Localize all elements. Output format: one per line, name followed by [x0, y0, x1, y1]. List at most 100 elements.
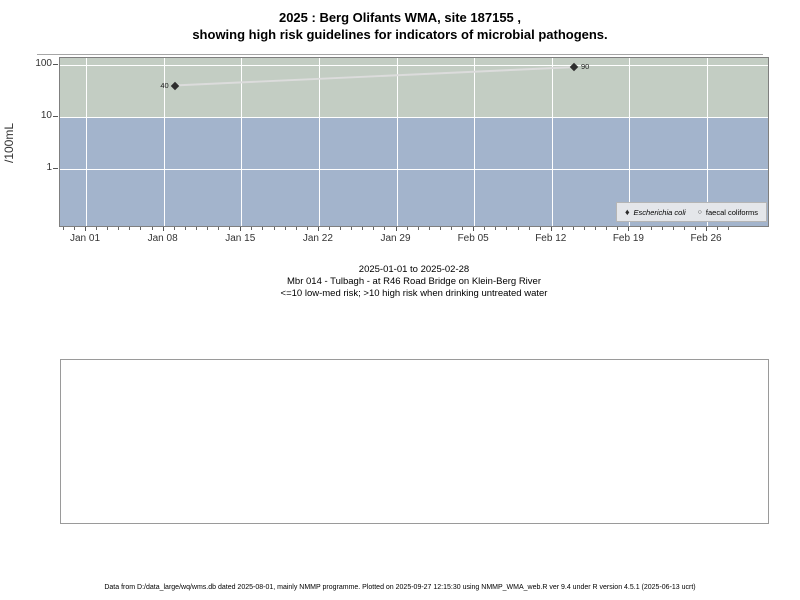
footer-provenance: Data from D:/data_large/wq/wms.db dated …	[104, 584, 696, 591]
data-point-layer: 40 90	[60, 58, 768, 226]
horizontal-gridline	[60, 65, 768, 66]
x-axis-minor-tick	[439, 227, 441, 230]
x-axis-major-tick	[706, 227, 708, 231]
x-axis-minor-tick	[428, 227, 430, 230]
x-axis-minor-tick	[683, 227, 685, 230]
y-axis-tick	[53, 116, 58, 117]
caption-site: Mbr 014 - Tulbagh - at R46 Road Bridge o…	[287, 276, 541, 287]
vertical-gridline	[551, 58, 553, 226]
x-axis-minor-tick	[495, 227, 497, 230]
data-point-label: 90	[580, 62, 590, 72]
x-axis-minor-tick	[639, 227, 641, 230]
data-point-label: 40	[160, 80, 169, 90]
title-line-1: 2025 : Berg Olifants WMA, site 187155 ,	[278, 10, 522, 25]
x-axis-minor-tick	[362, 227, 364, 230]
x-tick-label: Feb 19	[612, 233, 644, 244]
x-tick-label: Jan 01	[69, 233, 101, 244]
x-axis-minor-tick	[73, 227, 75, 230]
x-axis-major-tick	[628, 227, 630, 231]
x-tick-label: Feb 05	[457, 233, 489, 244]
y-tick-label: 1	[46, 162, 52, 173]
x-axis-minor-tick	[417, 227, 419, 230]
x-axis-minor-tick	[717, 227, 719, 230]
legend-label-ecoli: Escherichia coli	[633, 207, 686, 217]
horizontal-gridline	[60, 169, 768, 170]
x-axis-minor-tick	[107, 227, 109, 230]
vertical-gridline	[318, 58, 320, 226]
x-tick-label: Jan 15	[225, 233, 256, 244]
x-tick-label: Jan 08	[147, 233, 178, 244]
x-axis-minor-tick	[694, 227, 696, 230]
x-axis-minor-tick	[506, 227, 508, 230]
title-separator	[37, 54, 763, 55]
caption-guideline: <=10 low-med risk; >10 high risk when dr…	[280, 288, 548, 299]
caption-block: 2025-01-01 to 2025-02-28 Mbr 014 - Tulba…	[59, 264, 769, 300]
x-axis-minor-tick	[672, 227, 674, 230]
legend: ♦ Escherichia coli ○ faecal coliforms	[615, 202, 767, 222]
vertical-gridline	[86, 58, 87, 226]
x-axis-minor-tick	[284, 227, 286, 230]
page-title: 2025 : Berg Olifants WMA, site 187155 , …	[0, 9, 800, 43]
x-axis-minor-tick	[118, 227, 120, 230]
x-axis-minor-tick	[517, 227, 519, 230]
vertical-gridline	[474, 58, 476, 226]
x-axis-minor-tick	[173, 227, 175, 230]
x-tick-label: Jan 29	[380, 233, 411, 244]
x-axis-minor-tick	[140, 227, 142, 230]
y-axis-tick	[53, 64, 58, 65]
y-axis-tick	[53, 168, 58, 169]
x-axis-major-tick	[85, 227, 86, 231]
x-axis-minor-tick	[484, 227, 486, 230]
x-axis-minor-tick	[184, 227, 186, 230]
x-axis-minor-tick	[129, 227, 131, 230]
x-axis-minor-tick	[251, 227, 253, 230]
x-axis-minor-tick	[606, 227, 608, 230]
x-axis-minor-tick	[595, 227, 597, 230]
x-axis-minor-tick	[328, 227, 330, 230]
trend-line-layer	[176, 66, 572, 87]
x-axis-minor-tick	[218, 227, 220, 230]
gridline-layer	[60, 58, 768, 226]
x-axis-minor-tick	[351, 227, 353, 230]
x-axis-minor-tick	[306, 227, 308, 230]
x-axis-minor-tick	[340, 227, 342, 230]
x-axis-minor-tick	[617, 227, 619, 230]
x-axis-major-tick	[317, 227, 319, 231]
y-tick-label: 100	[35, 58, 52, 69]
info-box-empty	[60, 359, 769, 524]
faecal-coliforms-marker-icon: ○	[697, 208, 702, 216]
x-axis-minor-tick	[661, 227, 663, 230]
x-axis-major-tick	[240, 227, 242, 231]
x-axis-minor-tick	[406, 227, 408, 230]
x-axis-minor-tick	[561, 227, 563, 230]
title-line-2: showing high risk guidelines for indicat…	[192, 27, 608, 42]
y-axis-title: /100mL	[2, 122, 16, 164]
x-axis-minor-tick	[650, 227, 652, 230]
y-tick-label: 10	[40, 110, 52, 121]
x-axis-minor-tick	[96, 227, 98, 230]
x-axis-minor-tick	[528, 227, 530, 230]
x-axis-major-tick	[473, 227, 475, 231]
x-axis-minor-tick	[273, 227, 275, 230]
x-axis-minor-tick	[62, 227, 64, 230]
x-axis-major-tick	[162, 227, 164, 231]
plot-panel: 40 90 ♦ Escherichia coli ○ faecal colifor…	[59, 57, 769, 227]
x-axis-minor-tick	[450, 227, 452, 230]
horizontal-gridline	[60, 117, 768, 118]
x-axis-minor-tick	[462, 227, 464, 230]
caption-date-range: 2025-01-01 to 2025-02-28	[358, 264, 470, 275]
vertical-gridline	[163, 58, 165, 226]
legend-label-faecal-coliforms: faecal coliforms	[705, 207, 758, 217]
data-point-marker	[569, 63, 579, 72]
x-axis-major-tick	[550, 227, 552, 231]
vertical-gridline	[241, 58, 243, 226]
x-axis-minor-tick	[584, 227, 586, 230]
x-tick-label: Jan 22	[302, 233, 333, 244]
x-axis-minor-tick	[384, 227, 386, 230]
vertical-gridline	[629, 58, 631, 226]
data-point-marker	[170, 81, 179, 90]
x-axis-minor-tick	[373, 227, 375, 230]
x-axis-minor-tick	[262, 227, 264, 230]
x-axis-minor-tick	[195, 227, 197, 230]
